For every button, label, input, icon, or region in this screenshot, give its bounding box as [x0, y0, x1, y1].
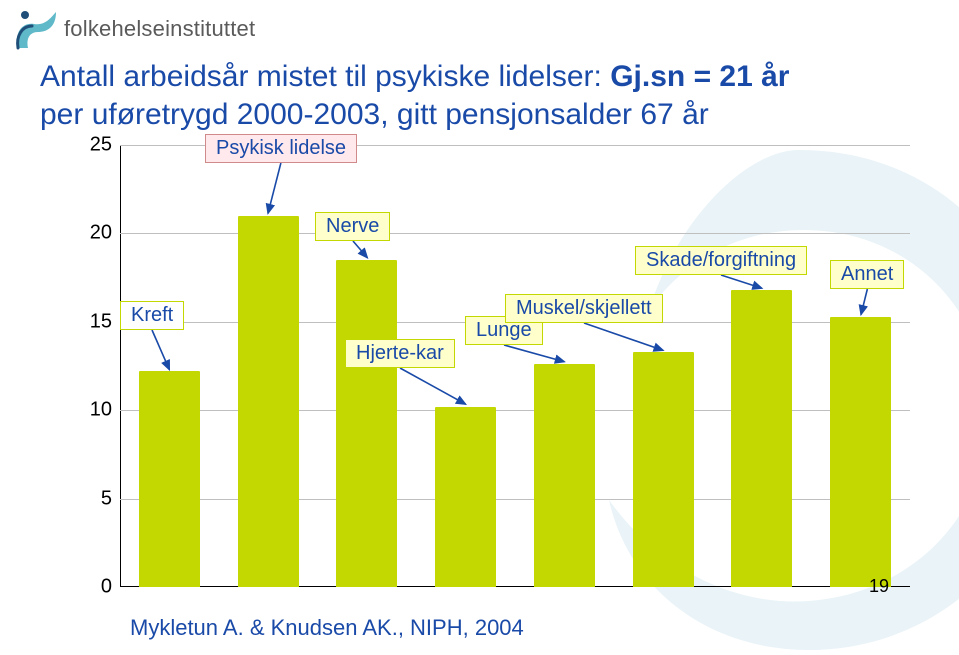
- label-psykisk: Psykisk lidelse: [205, 134, 357, 163]
- title-line1-a: Antall arbeidsår mistet til psykiske lid…: [40, 60, 610, 93]
- label-muskel: Muskel/skjellett: [505, 294, 663, 323]
- bar-hjerte: [435, 407, 496, 587]
- y-tick-label: 15: [68, 310, 112, 333]
- y-tick-label: 10: [68, 399, 112, 422]
- source-citation: Mykletun A. & Knudsen AK., NIPH, 2004: [130, 615, 524, 641]
- y-tick-label: 20: [68, 222, 112, 245]
- bar-psykisk: [238, 216, 299, 587]
- logo-text: folkehelseinstituttet: [64, 16, 255, 42]
- bar-nerve: [336, 260, 397, 587]
- y-axis: [120, 145, 121, 587]
- arrow-psykisk: [260, 155, 289, 221]
- title-line1-b: Gj.sn = 21 år: [610, 60, 789, 93]
- bar-lunge: [534, 364, 595, 587]
- label-skade: Skade/forgiftning: [635, 246, 807, 275]
- title-line2: per uføretrygd 2000-2003, gitt pensjonsa…: [40, 96, 939, 134]
- y-tick-label: 25: [68, 134, 112, 157]
- label-annet: Annet: [830, 260, 904, 289]
- y-tick-label: 0: [68, 576, 112, 599]
- y-tick-label: 5: [68, 487, 112, 510]
- bar-annet: [830, 317, 891, 588]
- bar-skade: [731, 290, 792, 587]
- logo-icon: [12, 8, 58, 50]
- label-kreft: Kreft: [120, 301, 184, 330]
- page-number: 19: [869, 576, 889, 597]
- bar-muskel: [633, 352, 694, 587]
- plot-area: 0510152025KreftPsykisk lidelseNerveHjert…: [120, 145, 910, 587]
- bar-chart: 0510152025KreftPsykisk lidelseNerveHjert…: [50, 145, 920, 615]
- label-hjerte: Hjerte-kar: [345, 339, 455, 368]
- chart-title: Antall arbeidsår mistet til psykiske lid…: [40, 58, 939, 133]
- label-nerve: Nerve: [315, 212, 390, 241]
- bar-kreft: [139, 371, 200, 587]
- arrow-kreft: [144, 322, 177, 378]
- brand-logo: folkehelseinstituttet: [12, 8, 255, 50]
